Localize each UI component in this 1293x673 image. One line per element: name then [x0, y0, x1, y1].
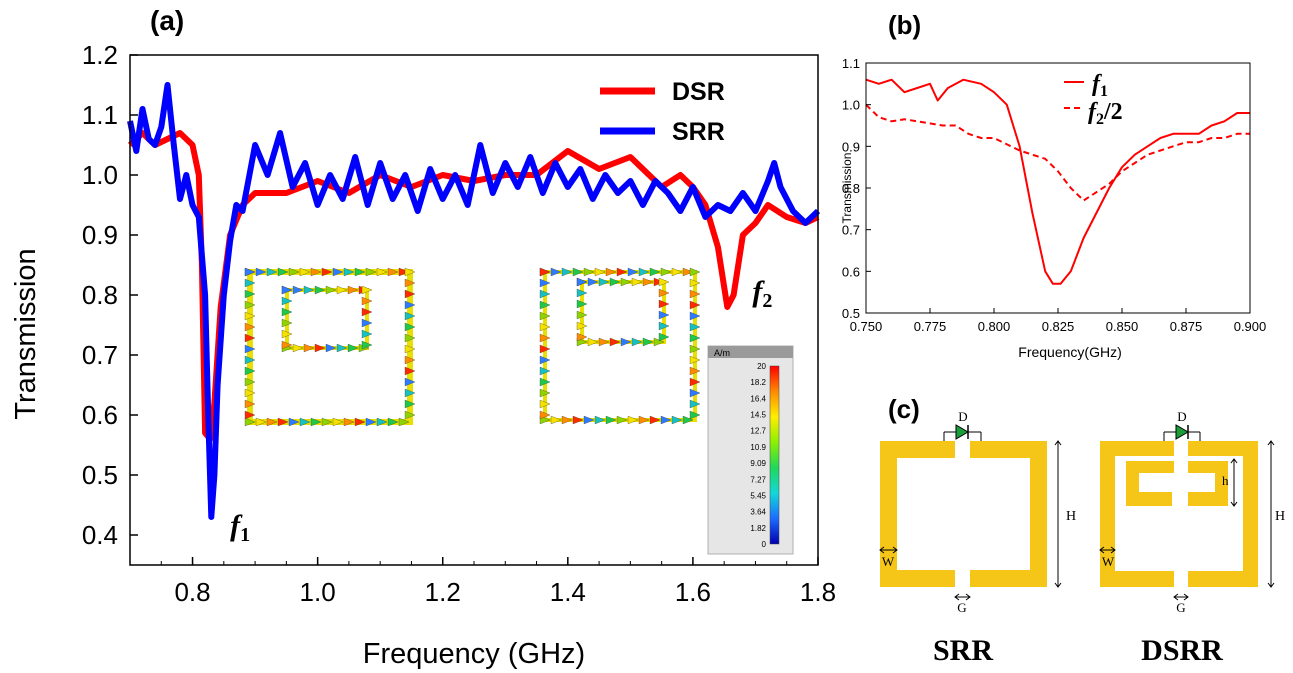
- colorbar-tick-label: 3.64: [750, 508, 766, 517]
- legend-label-dsr: DSR: [672, 78, 725, 106]
- y-tick-label: 0.7: [82, 340, 118, 370]
- dsrr-current-inner: [576, 277, 670, 347]
- colorbar-tick-label: 9.09: [750, 459, 766, 468]
- x-tick-label: 0.8: [174, 577, 210, 607]
- panel-b-ylabel: Transmission: [840, 153, 854, 224]
- colorbar-tick-label: 10.9: [750, 443, 766, 452]
- y-tick-label: 0.6: [842, 264, 860, 279]
- annotation-f2: f2: [752, 275, 772, 312]
- panel-a-ylabel: Transmission: [10, 248, 42, 419]
- srr-caption: SRR: [933, 634, 993, 667]
- panel-c-label: (c): [888, 394, 920, 424]
- dsrr-outer-ring: [1100, 441, 1258, 587]
- x-tick-label: 0.875: [1170, 319, 1203, 334]
- panel-c-diagrams: D H W G SRR D h: [879, 409, 1285, 667]
- y-tick-label: 1.0: [82, 160, 118, 190]
- legend-label-f1: f1: [1092, 71, 1108, 100]
- srr-ring: [880, 441, 1047, 587]
- series-f2-2-line: [865, 103, 1250, 202]
- legend-label-f2-2: f2/2: [1088, 99, 1123, 128]
- x-tick-label: 0.800: [978, 319, 1011, 334]
- y-tick-label: 0.4: [82, 520, 118, 550]
- x-tick-label: 1.6: [675, 577, 711, 607]
- srr-current-outer: [244, 267, 416, 427]
- y-tick-label: 0.9: [82, 220, 118, 250]
- y-tick-label: 1.0: [842, 98, 860, 113]
- colorbar-gradient: [769, 365, 780, 545]
- srr-diode-icon: [955, 424, 969, 440]
- x-tick-label: 1.8: [800, 577, 836, 607]
- colorbar-unit: A/m: [714, 348, 730, 358]
- dsrr-label-d: D: [1177, 409, 1186, 424]
- colorbar-tick-label: 1.82: [750, 524, 766, 533]
- annotation-f1: f1: [230, 509, 250, 546]
- series-srr-line: [127, 82, 821, 520]
- legend-subscript: 1: [1100, 83, 1108, 100]
- y-tick-label: 0.8: [842, 181, 860, 196]
- x-tick-label: 0.750: [850, 319, 883, 334]
- y-tick-label: 0.5: [842, 306, 860, 321]
- panel-b-xlabel: Frequency(GHz): [1018, 344, 1121, 360]
- colorbar-tick-label: 18.2: [750, 378, 766, 387]
- colorbar-tick-label: 16.4: [750, 394, 766, 403]
- dsrr-diode-icon: [1175, 424, 1189, 440]
- colorbar-tick-label: 20: [757, 362, 766, 371]
- panel-b-chart: 0.750 0.775 0.800 0.825 0.850 0.875 0.900 0.5 0.…: [840, 56, 1266, 360]
- srr-label-d: D: [958, 409, 967, 424]
- y-tick-label: 0.5: [82, 460, 118, 490]
- srr-label-g: G: [957, 600, 966, 615]
- x-tick-label: 1.4: [550, 577, 586, 607]
- colorbar-header: [708, 346, 793, 358]
- x-tick-label: 0.900: [1234, 319, 1267, 334]
- y-tick-label: 1.1: [842, 56, 860, 71]
- panel-b-frame: [865, 62, 1251, 314]
- dsrr-label-g: G: [1176, 600, 1185, 615]
- dsrr-label-h-inner: h: [1222, 473, 1229, 488]
- y-tick-label: 0.8: [82, 280, 118, 310]
- srr-label-w: W: [882, 554, 895, 569]
- colorbar: A/m 20 18.2 16.4 14.5 12.7 10.9 9.09 7.27 5.45 3.6…: [707, 345, 794, 555]
- annotation-subscript: 2: [762, 290, 772, 312]
- y-tick-label: 1.2: [82, 40, 118, 70]
- legend-suffix: /2: [1103, 99, 1123, 125]
- x-tick-label: 0.775: [914, 319, 947, 334]
- panel-a-xlabel: Frequency (GHz): [363, 638, 585, 670]
- x-tick-label: 0.825: [1042, 319, 1075, 334]
- colorbar-tick-label: 0: [762, 540, 767, 549]
- colorbar-tick-label: 14.5: [750, 411, 766, 420]
- y-tick-label: 0.9: [842, 139, 860, 154]
- legend-subscript: 2: [1096, 111, 1104, 128]
- srr-diagram: D H W G SRR: [879, 409, 1076, 667]
- x-tick-label: 0.850: [1106, 319, 1139, 334]
- colorbar-tick-label: 12.7: [750, 427, 766, 436]
- panel-a-chart: 0.8 1.0 1.2 1.4 1.6 1.8 0.4 0.5 0.6 0.7 0.8 0.9 1.0 1…: [10, 40, 836, 670]
- x-tick-label: 1.2: [425, 577, 461, 607]
- dsrr-caption: DSRR: [1141, 634, 1223, 667]
- x-tick-label: 1.0: [300, 577, 336, 607]
- srr-current-inner: [281, 285, 373, 353]
- dsrr-label-w: W: [1102, 554, 1115, 569]
- panel-b-label: (b): [888, 10, 921, 40]
- colorbar-tick-label: 5.45: [750, 491, 766, 500]
- y-tick-label: 0.7: [842, 223, 860, 238]
- current-distribution-insets: [244, 267, 701, 427]
- panel-a-label: (a): [150, 5, 184, 36]
- dsrr-current-outer: [539, 267, 701, 425]
- y-tick-label: 0.6: [82, 400, 118, 430]
- series-f1-line: [865, 78, 1250, 285]
- dsrr-inner-ring: [1126, 461, 1228, 506]
- dsrr-label-h: H: [1275, 509, 1285, 524]
- panel-a-legend: DSR SRR: [600, 78, 725, 146]
- dsrr-diagram: D h H W G DSRR: [1099, 409, 1285, 667]
- srr-label-h: H: [1066, 509, 1076, 524]
- y-tick-label: 1.1: [82, 100, 118, 130]
- legend-label-srr: SRR: [672, 118, 725, 146]
- colorbar-tick-label: 7.27: [750, 475, 766, 484]
- annotation-subscript: 1: [240, 524, 250, 546]
